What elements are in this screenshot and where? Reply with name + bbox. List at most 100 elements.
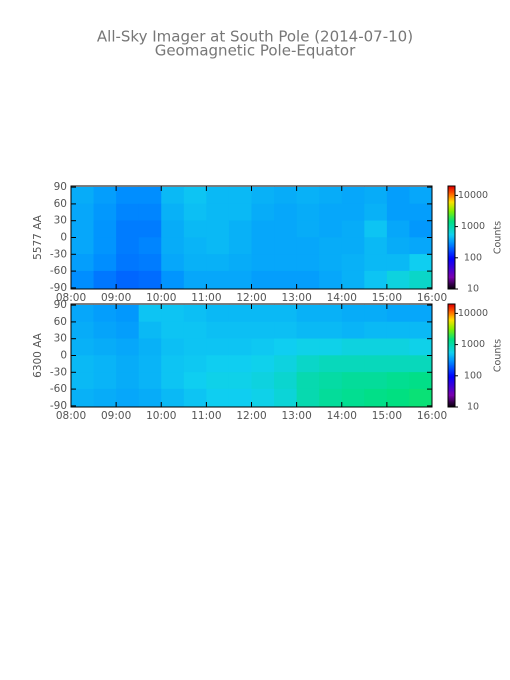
colorbar-slice — [448, 216, 455, 219]
heat-cell — [251, 237, 275, 255]
x-tick-label: 11:00 — [191, 410, 221, 422]
heat-cell — [409, 355, 433, 373]
heat-cell — [409, 372, 433, 390]
heat-cell — [364, 355, 388, 373]
heat-cell — [364, 388, 388, 407]
heat-cell — [138, 254, 162, 272]
colorbar-slice — [448, 242, 455, 245]
colorbar-slice — [448, 329, 455, 332]
colorbar-slice — [448, 254, 455, 257]
heat-cell — [93, 304, 117, 323]
x-tick-label: 15:00 — [372, 292, 402, 304]
heat-cell — [228, 321, 252, 340]
colorbar-slice — [448, 263, 455, 266]
colorbar-slice — [448, 319, 455, 322]
colorbar-slice — [448, 211, 455, 214]
colorbar-slice — [448, 323, 455, 326]
colorbar-slice — [448, 376, 455, 378]
colorbar-tick-label: 10 — [467, 402, 479, 413]
colorbar-slice — [448, 304, 455, 306]
heat-cell — [319, 321, 343, 340]
colorbar-slice — [448, 206, 455, 209]
colorbar-slice — [448, 204, 455, 206]
heat-cell — [71, 270, 95, 289]
heat-cell — [71, 372, 95, 390]
colorbar-slice — [448, 279, 455, 282]
heat-cell — [296, 270, 320, 289]
x-tick-label: 11:00 — [191, 292, 221, 304]
colorbar-slice — [448, 202, 455, 205]
heat-cell — [274, 338, 298, 357]
x-tick-label: 12:00 — [236, 410, 266, 422]
heat-cell — [386, 186, 410, 205]
heat-cell — [319, 388, 343, 407]
colorbar-slice — [448, 205, 455, 208]
heat-cell — [386, 338, 410, 357]
colorbar-tick-label: 10000 — [458, 308, 488, 319]
heat-cell — [228, 338, 252, 357]
colorbar-slice — [448, 260, 455, 263]
heat-cell — [183, 186, 207, 205]
colorbar-slice — [448, 245, 455, 248]
heat-cell — [71, 237, 95, 255]
heat-cell — [409, 338, 433, 357]
heat-cell — [296, 186, 320, 205]
colorbar-slice — [448, 309, 455, 311]
heat-cell — [364, 338, 388, 357]
colorbar-slice — [448, 358, 455, 360]
colorbar-slice — [448, 336, 455, 338]
colorbar-slice — [448, 261, 455, 264]
heat-cell — [386, 388, 410, 407]
heat-cell — [386, 220, 410, 239]
heat-cell — [116, 372, 140, 390]
heat-cell — [206, 186, 230, 205]
heat-cell — [341, 338, 365, 357]
colorbar-slice — [448, 346, 455, 349]
heat-cell — [296, 254, 320, 272]
heat-cell — [161, 237, 185, 255]
colorbar-slice — [448, 269, 455, 272]
colorbar-slice — [448, 379, 455, 382]
heat-cell — [116, 304, 140, 323]
y-tick-label: 90 — [54, 181, 67, 193]
colorbar-slice — [448, 305, 455, 308]
heat-cell — [183, 220, 207, 239]
colorbar-slice — [448, 328, 455, 331]
heat-cell — [138, 186, 162, 205]
colorbar-slice — [448, 238, 455, 241]
colorbar-slice — [448, 256, 455, 259]
colorbar-slice — [448, 225, 455, 228]
heat-cell — [409, 186, 433, 205]
heat-cell — [319, 203, 343, 222]
colorbar-slice — [448, 370, 455, 373]
heat-cell — [228, 186, 252, 205]
colorbar-slice — [448, 314, 455, 317]
heat-cell — [116, 355, 140, 373]
colorbar-slice — [448, 374, 455, 377]
heat-cell — [93, 372, 117, 390]
colorbar-slice — [448, 200, 455, 202]
heat-cell — [251, 372, 275, 390]
heat-cell — [251, 186, 275, 205]
heat-cell — [206, 321, 230, 340]
colorbar-slice — [448, 327, 455, 329]
heat-cell — [228, 270, 252, 289]
heat-cell — [386, 355, 410, 373]
heat-cell — [364, 304, 388, 323]
heat-cell — [206, 338, 230, 357]
heat-cell — [341, 237, 365, 255]
heat-cell — [228, 388, 252, 407]
colorbar-slice — [448, 249, 455, 251]
x-tick-label: 16:00 — [417, 292, 447, 304]
heat-cell — [319, 220, 343, 239]
heat-cell — [228, 237, 252, 255]
colorbar-slice — [448, 347, 455, 350]
colorbar-slice — [448, 270, 455, 273]
x-tick-label: 14:00 — [327, 410, 357, 422]
colorbar-slice — [448, 377, 455, 380]
heat-cell — [251, 270, 275, 289]
heat-cell — [296, 321, 320, 340]
heat-cell — [251, 355, 275, 373]
heat-cell — [183, 388, 207, 407]
heat-cell — [161, 304, 185, 323]
